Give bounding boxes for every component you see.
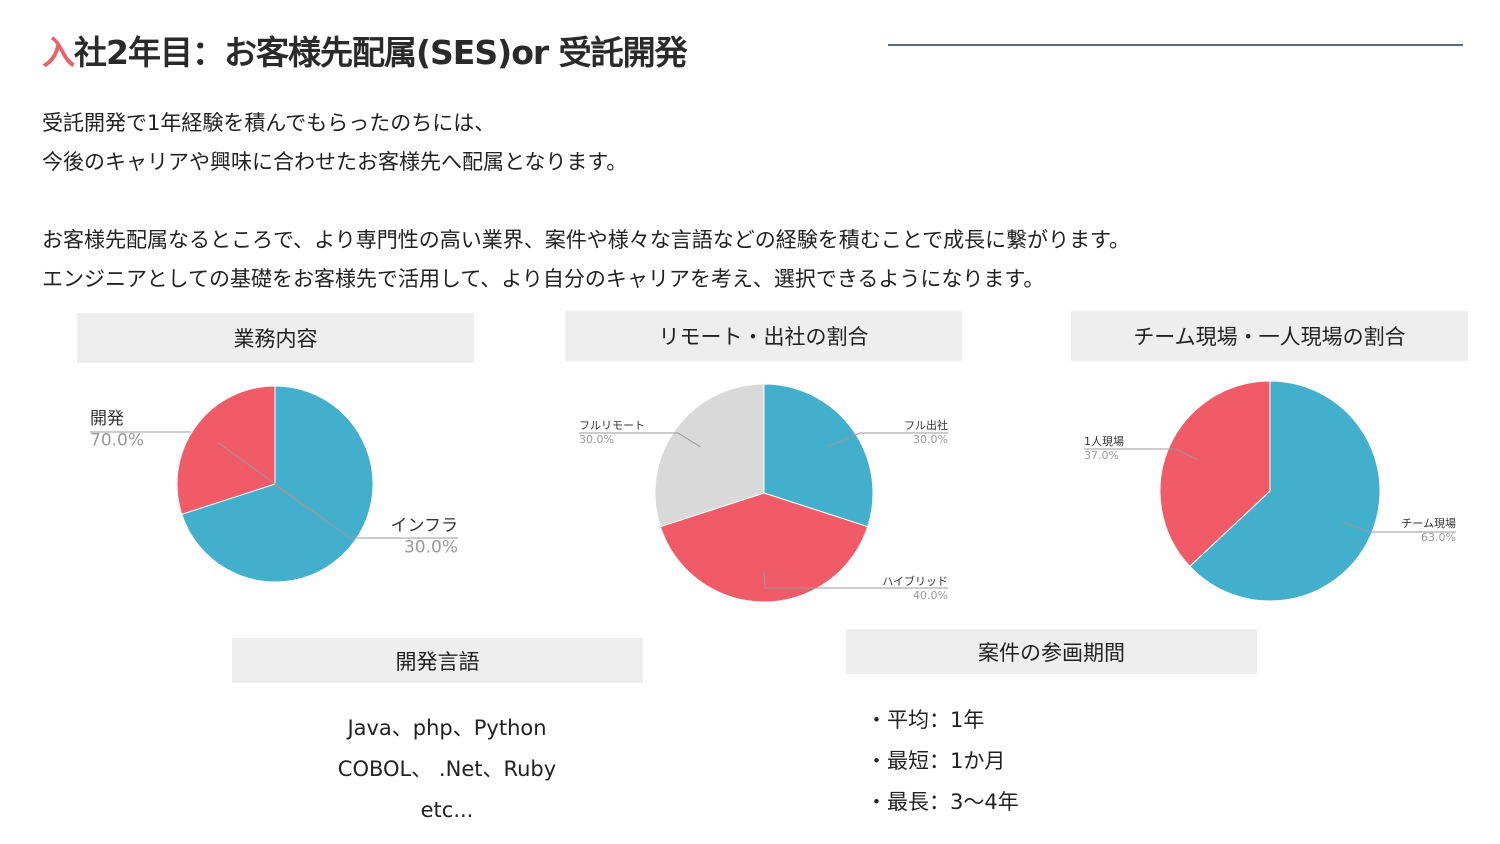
title-divider (888, 44, 1463, 46)
period-item: ・平均：1年 (866, 708, 985, 732)
slice-percent: 70.0% (90, 430, 144, 450)
pie-slice (659, 492, 869, 603)
languages-title: 開発言語 (232, 638, 643, 683)
slice-label: 開発 (90, 409, 124, 429)
slice-label: ハイブリッド (882, 574, 948, 588)
pie-slice (654, 383, 765, 528)
slice-percent: 37.0% (1084, 449, 1119, 462)
pie-slice (763, 383, 874, 528)
intro-line: エンジニアとしての基礎をお客様先で活用して、より自分のキャリアを考え、選択できる… (42, 267, 1045, 291)
leader-line (827, 432, 948, 448)
slice-percent: 30.0% (913, 433, 948, 446)
period-item: ・最長：3〜4年 (866, 790, 1019, 814)
slice-label: 1人現場 (1084, 435, 1124, 448)
chart-title-business: 業務内容 (77, 313, 474, 363)
intro-line: お客様先配属なるところで、より専門性の高い業界、案件や様々な言語などの経験を積む… (42, 228, 1131, 252)
period-title: 案件の参画期間 (846, 629, 1257, 674)
pie-slice (1159, 380, 1271, 568)
leader-line (763, 571, 948, 589)
period-item: ・最短：1か月 (866, 749, 1006, 773)
chart-title-remote: リモート・出社の割合 (565, 311, 962, 361)
page-title: 入社2年目：お客様先配属(SES)or 受託開発 (42, 26, 688, 74)
leader-line (217, 442, 458, 539)
pie-slice (181, 385, 374, 583)
leader-line (1084, 448, 1198, 460)
leader-line (579, 432, 701, 448)
intro-text: 受託開発で1年経験を積んでもらったのちには、 今後のキャリアや興味に合わせたお客… (42, 104, 1482, 299)
intro-line: 今後のキャリアや興味に合わせたお客様先へ配属となります。 (42, 150, 628, 174)
intro-line: 受託開発で1年経験を積んでもらったのちには、 (42, 111, 496, 135)
title-accent: 入 (42, 33, 75, 72)
period-list: ・平均：1年 ・最短：1か月 ・最長：3〜4年 (866, 700, 1226, 823)
slice-label: フルリモート (579, 419, 645, 432)
pie-slice (1189, 380, 1381, 602)
languages-list: Java、php、Python COBOL、 .Net、Ruby etc... (232, 708, 662, 831)
language-line: etc... (420, 798, 474, 822)
slice-percent: 40.0% (913, 589, 948, 602)
slice-percent: 30.0% (579, 433, 614, 446)
leader-line (1342, 522, 1456, 533)
language-line: COBOL、 .Net、Ruby (337, 757, 557, 781)
chart-title-team: チーム現場・一人現場の割合 (1071, 311, 1468, 361)
slice-percent: 63.0% (1421, 531, 1456, 544)
slice-label: チーム現場 (1401, 517, 1456, 530)
slice-percent: 30.0% (404, 537, 458, 557)
slice-label: フル出社 (904, 418, 948, 432)
language-line: Java、php、Python (347, 716, 547, 740)
title-text: 社2年目：お客様先配属(SES)or 受託開発 (74, 33, 688, 72)
paragraph-gap (42, 182, 1482, 221)
pie-slice (176, 385, 276, 515)
slice-label: インフラ (391, 516, 459, 536)
